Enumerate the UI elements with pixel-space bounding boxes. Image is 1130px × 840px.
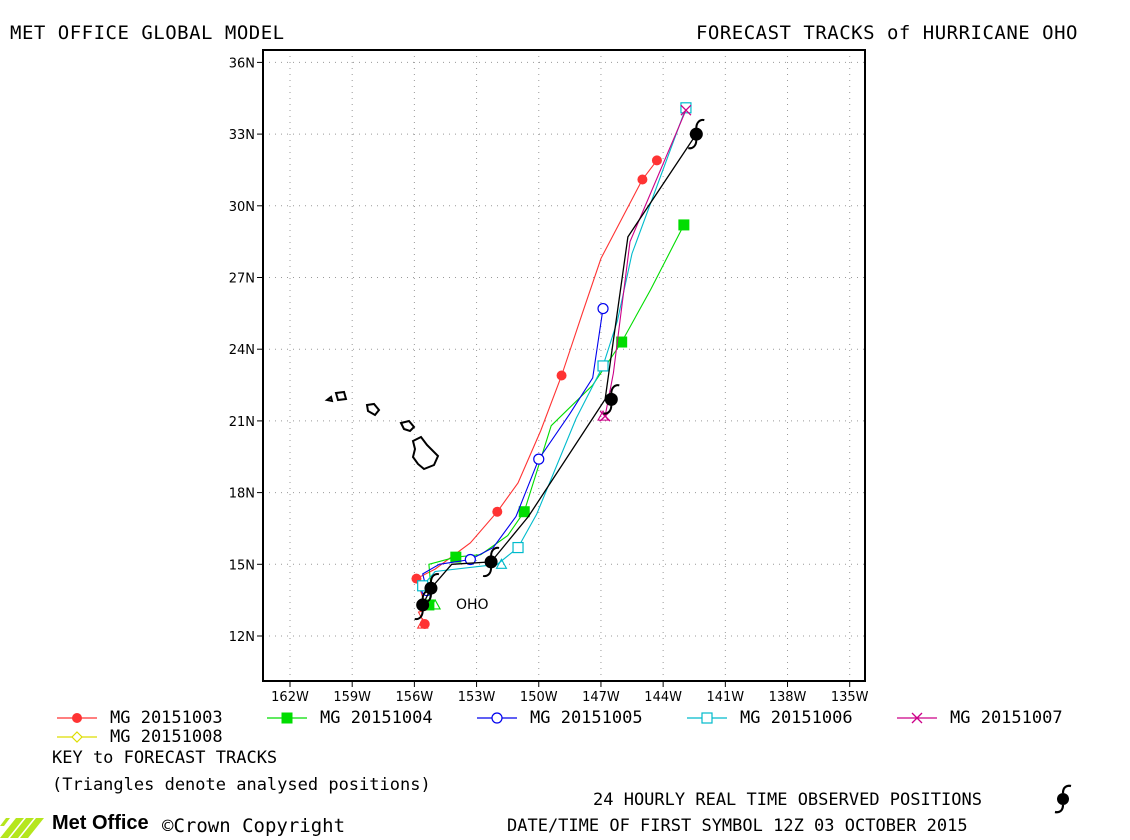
analysed-triangle (416, 617, 429, 629)
island-big-island (411, 435, 440, 471)
header-right-title: FORECAST TRACKS of HURRICANE OHO (695, 22, 1078, 44)
hurricane-symbol-icon (1054, 784, 1072, 814)
legend-label: MG 20151004 (320, 708, 433, 728)
forecast-series (423, 219, 690, 611)
lon-tick-label: 141W (706, 690, 744, 705)
legend-marker (491, 712, 503, 724)
legend-swatch (897, 712, 937, 724)
lon-tick-label: 153W (458, 690, 496, 705)
track-point (464, 553, 476, 566)
lat-tick-label: 21N (229, 415, 255, 430)
lon-tick-label: 138W (769, 690, 807, 705)
observed-track (414, 118, 705, 621)
forecast-track-line (428, 224, 685, 605)
legend-swatch (57, 713, 97, 723)
lat-tick-label: 27N (229, 272, 255, 287)
track-point (678, 219, 690, 231)
observed-position-point (603, 384, 620, 415)
island-oahu (365, 402, 381, 417)
legend-label: MG 20151006 (740, 708, 853, 728)
lat-tick-label: 33N (229, 128, 255, 143)
track-point (450, 551, 462, 563)
lon-tick-label: 150W (520, 690, 558, 705)
island-niihau (324, 395, 334, 403)
legend-label: MG 20151003 (110, 708, 223, 728)
forecast-track-line (604, 109, 687, 417)
lon-tick-label: 156W (396, 690, 434, 705)
lat-tick-label: 30N (229, 200, 255, 215)
lat-tick-label: 15N (229, 558, 255, 573)
lat-tick-label: 36N (229, 56, 255, 71)
lon-tick-label: 144W (644, 690, 682, 705)
lon-tick-label: 135W (831, 690, 869, 705)
island-kauai (334, 390, 348, 402)
legend-marker (701, 712, 713, 724)
observed-positions-label: 24 HOURLY REAL TIME OBSERVED POSITIONS (593, 790, 982, 810)
observed-position-point (422, 573, 440, 604)
forecast-series (599, 104, 692, 422)
legend-label: MG 20151007 (950, 708, 1063, 728)
latitude-labels: 36N 33N 30N 27N 24N 21N 18N 15N 12N (229, 56, 263, 645)
legend-swatch (687, 712, 727, 724)
lon-tick-label: 147W (582, 690, 620, 705)
key-title: KEY to FORECAST TRACKS (52, 748, 278, 768)
track-point (556, 370, 567, 381)
map-grid (263, 50, 865, 681)
observed-position-point (688, 118, 705, 150)
analysed-triangle (597, 409, 609, 421)
lat-tick-label: 24N (229, 343, 255, 358)
observed-position-point (482, 546, 500, 578)
legend-marker (281, 712, 293, 724)
datetime-label: DATE/TIME OF FIRST SYMBOL 12Z 03 OCTOBER… (507, 816, 968, 836)
triangles-note: (Triangles denote analysed positions) (52, 775, 431, 795)
lon-tick-label: 162W (271, 690, 309, 705)
map-frame (262, 49, 866, 682)
lat-tick-label: 12N (229, 630, 255, 645)
track-point (637, 174, 648, 185)
track-point (616, 336, 628, 348)
track-point (492, 506, 503, 517)
lat-tick-label: 18N (229, 487, 255, 502)
legend-label: MG 20151008 (110, 727, 223, 747)
longitude-labels: 162W 159W 156W 153W 150W 147W 144W 141W 138W 135W (271, 681, 869, 705)
header-left-title: MET OFFICE GLOBAL MODEL (10, 22, 285, 44)
lon-tick-label: 159W (333, 690, 371, 705)
legend-marker (72, 713, 82, 723)
met-office-logo-icon (0, 818, 44, 838)
track-point (597, 360, 609, 372)
met-office-brand: Met Office (52, 812, 149, 834)
legend-marker (71, 731, 83, 743)
track-point (533, 453, 545, 465)
forecast-series (411, 155, 662, 630)
storm-name-label: OHO (456, 597, 489, 613)
analysed-positions (416, 409, 609, 629)
hawaii-islands (324, 390, 440, 471)
legend-swatch (57, 731, 97, 743)
forecast-tracks (411, 102, 692, 630)
island-maui (399, 419, 416, 433)
track-point (651, 155, 662, 166)
legend-marker (911, 712, 923, 724)
track-point (680, 104, 692, 116)
forecast-track-line (422, 308, 604, 591)
forecast-series (417, 102, 692, 592)
copyright-text: ©Crown Copyright (162, 815, 346, 837)
track-point (597, 302, 609, 315)
observed-track-line (422, 133, 697, 606)
legend-swatch (267, 712, 307, 724)
track-point (680, 102, 692, 114)
legend-swatch (477, 712, 517, 724)
analysed-triangle (495, 558, 508, 569)
track-point (518, 506, 530, 518)
analysed-triangle (429, 598, 442, 610)
legend-label: MG 20151005 (530, 708, 643, 728)
track-point (512, 541, 524, 554)
